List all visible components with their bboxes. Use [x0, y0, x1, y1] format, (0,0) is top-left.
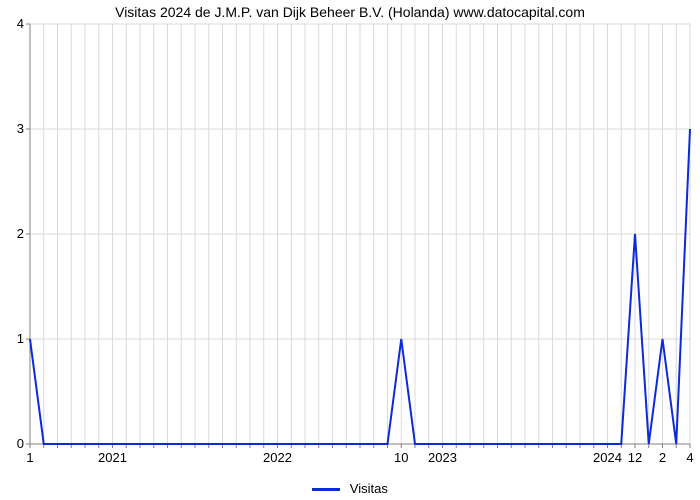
point-value-label: 1 — [26, 450, 33, 465]
legend: Visitas — [0, 481, 700, 496]
point-value-label: 12 — [628, 450, 642, 465]
y-tick-label: 4 — [4, 16, 24, 31]
point-value-label: 10 — [394, 450, 408, 465]
y-tick-label: 3 — [4, 121, 24, 136]
chart-title: Visitas 2024 de J.M.P. van Dijk Beheer B… — [0, 4, 700, 20]
plot-svg — [30, 24, 690, 444]
x-tick-label: 2022 — [263, 450, 292, 465]
plot-area — [30, 24, 690, 444]
point-value-label: 2 — [659, 450, 666, 465]
x-tick-label: 2021 — [98, 450, 127, 465]
y-tick-label: 1 — [4, 331, 24, 346]
legend-swatch — [312, 488, 340, 491]
chart-container: Visitas 2024 de J.M.P. van Dijk Beheer B… — [0, 0, 700, 500]
legend-label: Visitas — [350, 481, 388, 496]
y-tick-label: 2 — [4, 226, 24, 241]
point-value-label: 4 — [686, 450, 693, 465]
x-tick-label: 2023 — [428, 450, 457, 465]
x-tick-label: 2024 — [593, 450, 622, 465]
y-tick-label: 0 — [4, 436, 24, 451]
